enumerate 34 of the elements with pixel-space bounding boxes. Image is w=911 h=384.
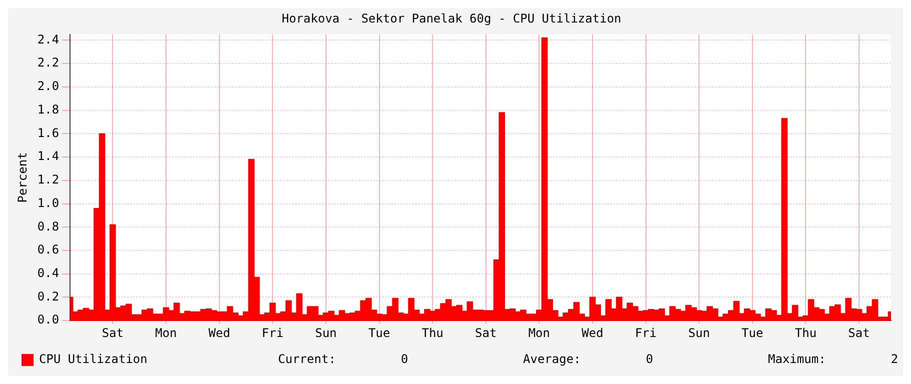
y-tick-label: 1.0 — [37, 196, 60, 210]
y-tick-label: 0.4 — [37, 266, 60, 280]
x-tick-label: Tue — [368, 326, 390, 340]
y-tick-label: 2.0 — [37, 79, 60, 94]
y-tick-label: 0.6 — [37, 242, 60, 257]
y-tick-label: 1.6 — [37, 126, 60, 140]
y-tick-label: 1.8 — [37, 102, 60, 116]
x-tick-label: Sun — [688, 326, 710, 340]
x-tick-label: Fri — [262, 326, 284, 340]
y-tick-label: 1.4 — [37, 149, 60, 164]
x-tick-label: Wed — [208, 326, 230, 340]
x-tick-label: Fri — [634, 326, 657, 340]
y-tick-label: 0.8 — [37, 219, 60, 234]
x-tick-label: Sat — [848, 326, 870, 340]
x-tick-label: Thu — [422, 326, 444, 340]
text: Average: 0 — [523, 352, 654, 366]
y-tick-label: 2.4 — [37, 32, 60, 46]
x-tick-label: Mon — [528, 326, 550, 340]
x-tick-label: Tue — [742, 326, 764, 340]
y-tick-label: 0.0 — [37, 312, 60, 327]
x-tick-label: Mon — [155, 326, 177, 340]
x-tick-label: Sun — [315, 326, 337, 340]
legend-label: CPU Utilization — [39, 352, 148, 366]
y-tick-label: 0.2 — [37, 289, 60, 304]
x-tick-label: Wed — [582, 326, 604, 340]
x-tick-label: Sat — [102, 326, 124, 340]
x-tick-label: Thu — [794, 326, 817, 340]
chart-title: Horakova - Sektor Panelak 60g - CPU Utilization — [282, 11, 622, 26]
y-axis-title: Percent — [15, 152, 30, 203]
text: Maximum: 2 — [768, 352, 898, 366]
y-tick-label: 1.2 — [37, 172, 60, 187]
y-tick-label: 2.2 — [37, 56, 60, 70]
x-tick-label: Sat — [475, 326, 497, 340]
text: Current: 0 — [278, 352, 408, 366]
